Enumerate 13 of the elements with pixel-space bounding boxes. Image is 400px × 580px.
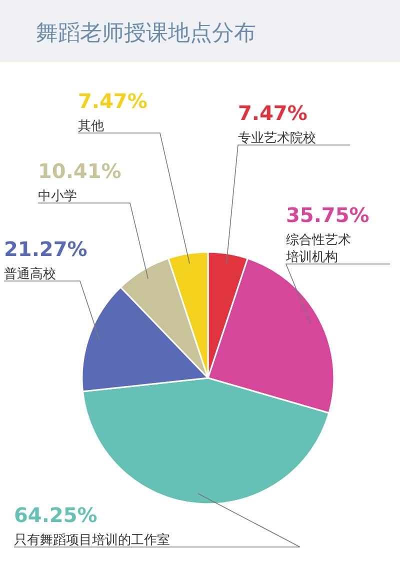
data-label: 10.41% [38, 159, 122, 183]
slice-label: 专业艺术院校 [238, 131, 316, 146]
data-label: 7.47% [78, 89, 148, 113]
data-label: 64.25% [14, 503, 98, 527]
data-label: 35.75% [286, 203, 370, 227]
slice-label: 综合性艺术培训机构 [285, 233, 351, 265]
chart-title: 舞蹈老师授课地点分布 [36, 21, 256, 46]
data-label: 21.27% [4, 237, 88, 261]
slice-label: 其他 [78, 119, 104, 134]
data-label: 7.47% [238, 101, 308, 125]
slice-label: 只有舞蹈项目培训的工作室 [14, 532, 170, 548]
slice-label: 中小学 [38, 189, 77, 204]
slice-label: 普通高校 [4, 266, 56, 282]
